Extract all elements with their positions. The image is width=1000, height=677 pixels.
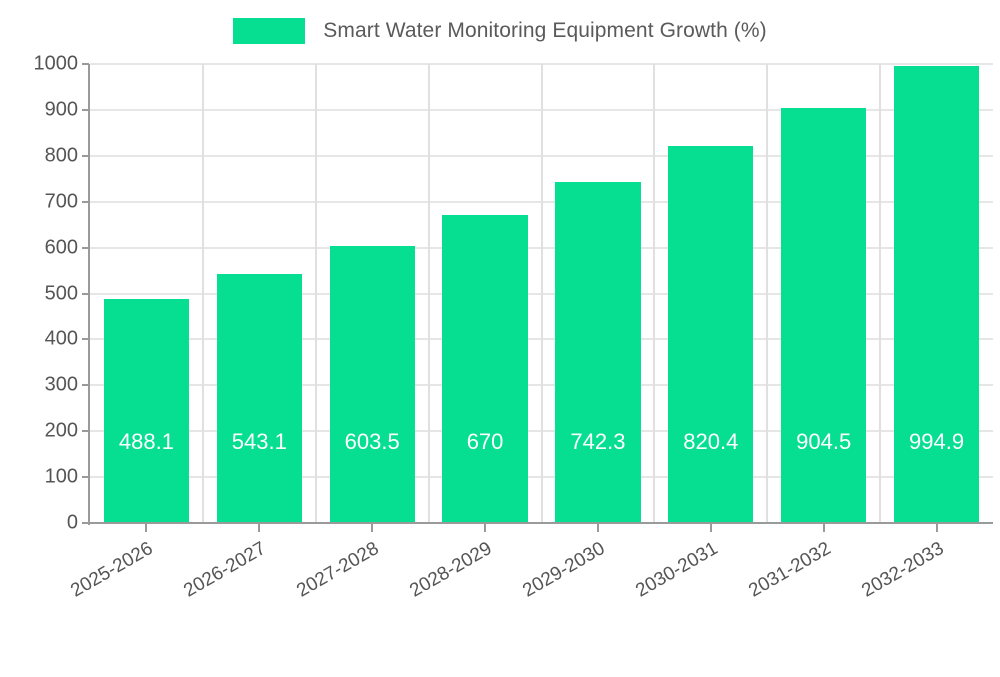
- x-axis-tick-mark: [371, 523, 374, 532]
- bar-value-label: 742.3: [570, 429, 626, 454]
- y-axis-tick-label: 900: [44, 98, 78, 121]
- gridline-vertical: [427, 64, 430, 523]
- y-axis-tick-label: 500: [44, 282, 78, 304]
- bar[interactable]: 488.1: [103, 298, 190, 523]
- bar[interactable]: 543.1: [216, 273, 302, 523]
- x-axis-tick-mark: [709, 523, 712, 532]
- gridline-vertical: [314, 64, 317, 523]
- bar-chart: Smart Water Monitoring Equipment Growth …: [0, 14, 1000, 602]
- x-axis-tick-mark: [145, 523, 148, 532]
- bar[interactable]: 904.5: [781, 107, 867, 523]
- legend-label: Smart Water Monitoring Equipment Growth …: [323, 19, 767, 42]
- x-axis-tick-label: 2030-2031: [632, 538, 722, 602]
- bar[interactable]: 820.4: [668, 146, 754, 523]
- x-axis-tick-label: 2026-2027: [180, 538, 270, 602]
- bar-value-label: 603.5: [344, 429, 400, 454]
- plot-area: 488.1 543.1 603.5 670 742.3 820.4 904.5 994.9: [90, 63, 993, 524]
- y-axis-spine: [88, 64, 90, 525]
- y-axis-tick-label: 700: [44, 190, 78, 213]
- x-axis-tick-label: 2029-2030: [519, 538, 609, 602]
- x-axis-tick-label: 2032-2033: [857, 538, 948, 602]
- x-axis-tick-mark: [484, 523, 487, 532]
- y-axis-tick-label: 300: [44, 373, 78, 396]
- bar-value-label: 488.1: [118, 429, 174, 454]
- bar[interactable]: 670: [442, 215, 528, 523]
- bar-value-label: 670: [466, 429, 504, 454]
- x-axis-tick-mark: [596, 523, 599, 532]
- bar-value-label: 820.4: [683, 429, 739, 454]
- bar[interactable]: 994.9: [893, 66, 980, 523]
- x-axis-tick-label: 2031-2032: [744, 538, 835, 602]
- x-axis-tick-mark: [258, 523, 261, 532]
- gridline-vertical: [653, 64, 656, 523]
- y-axis-tick-label: 0: [66, 511, 78, 534]
- x-axis-tick-label: 2028-2029: [406, 538, 496, 602]
- chart-legend: Smart Water Monitoring Equipment Growth …: [0, 14, 1000, 48]
- y-axis-tick-label: 100: [44, 465, 78, 488]
- x-axis-spine: [90, 522, 993, 524]
- gridline-vertical: [766, 64, 769, 523]
- gridline-vertical: [540, 64, 543, 523]
- y-axis-tick-label: 1000: [33, 52, 79, 75]
- bar[interactable]: 603.5: [329, 246, 415, 523]
- x-axis-tick-mark: [822, 523, 825, 532]
- x-axis-tick-mark: [935, 523, 938, 532]
- bar-value-label: 994.9: [909, 429, 965, 454]
- bar-value-label: 543.1: [231, 429, 287, 454]
- gridline-vertical: [879, 64, 882, 523]
- y-axis-tick-label: 400: [44, 327, 78, 350]
- y-axis-tick-label: 800: [44, 144, 78, 167]
- y-axis-tick-label: 200: [44, 419, 78, 442]
- bar[interactable]: 742.3: [555, 182, 641, 523]
- legend-color-swatch: [233, 18, 306, 44]
- x-axis-tick-label: 2027-2028: [293, 538, 383, 602]
- y-axis-tick-label: 600: [44, 236, 78, 259]
- bar-value-label: 904.5: [796, 429, 852, 454]
- gridline-vertical: [201, 64, 204, 523]
